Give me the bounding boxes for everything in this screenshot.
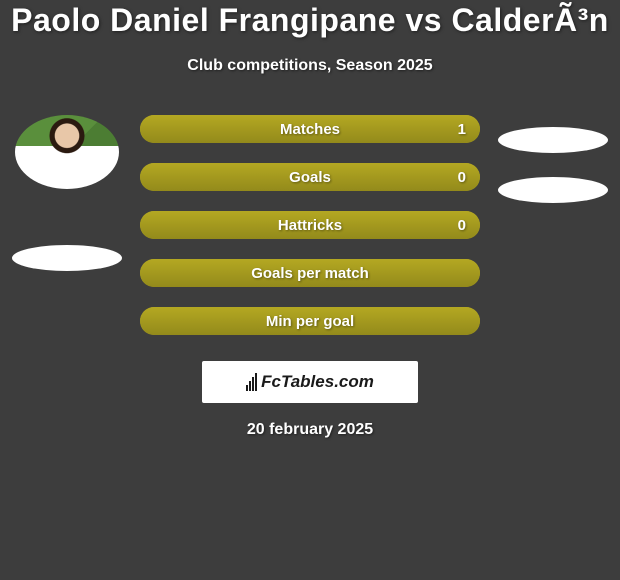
- main-row: Matches 1 Goals 0 Hattricks 0 Goals per …: [0, 115, 620, 335]
- stat-label: Matches: [280, 121, 340, 138]
- player-column-right: [498, 115, 608, 227]
- stat-label: Min per goal: [266, 313, 354, 330]
- stat-value: 1: [458, 121, 466, 138]
- player-pill-right-2: [498, 177, 608, 203]
- player-avatar-left: [15, 115, 119, 189]
- bar-chart-icon: [246, 373, 257, 391]
- stat-bar-hattricks: Hattricks 0: [140, 211, 480, 239]
- player-column-left: [12, 115, 122, 295]
- player-pill-right-1: [498, 127, 608, 153]
- stat-label: Hattricks: [278, 217, 342, 234]
- stat-bar-goals-per-match: Goals per match: [140, 259, 480, 287]
- stat-label: Goals: [289, 169, 331, 186]
- date-text: 20 february 2025: [0, 421, 620, 439]
- stat-bar-min-per-goal: Min per goal: [140, 307, 480, 335]
- logo-text: FcTables.com: [261, 372, 374, 392]
- stat-bar-goals: Goals 0: [140, 163, 480, 191]
- page-title: Paolo Daniel Frangipane vs CalderÃ³n: [0, 2, 620, 39]
- comparison-widget: Paolo Daniel Frangipane vs CalderÃ³n Clu…: [0, 0, 620, 439]
- stat-value: 0: [458, 169, 466, 186]
- logo-link[interactable]: FcTables.com: [202, 361, 418, 403]
- stat-value: 0: [458, 217, 466, 234]
- player-pill-left: [12, 245, 122, 271]
- stat-bar-matches: Matches 1: [140, 115, 480, 143]
- subtitle: Club competitions, Season 2025: [0, 57, 620, 75]
- stat-label: Goals per match: [251, 265, 369, 282]
- stats-column: Matches 1 Goals 0 Hattricks 0 Goals per …: [140, 115, 480, 335]
